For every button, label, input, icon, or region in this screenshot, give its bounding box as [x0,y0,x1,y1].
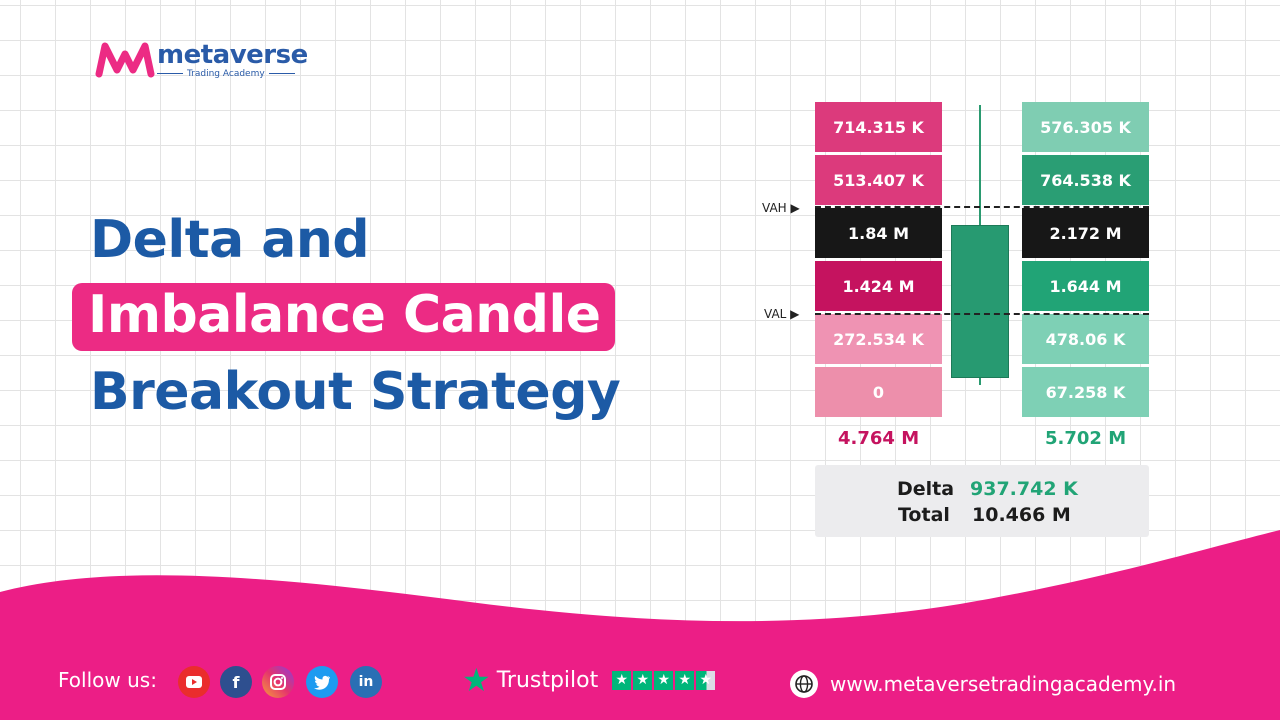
instagram-icon[interactable] [262,666,294,698]
total-label: Total [898,504,950,526]
bid-cell: 272.534 K [815,314,942,364]
ask-cell: 1.644 M [1022,261,1149,311]
title-line-1: Delta and [90,210,370,270]
ask-cell: 576.305 K [1022,102,1149,152]
delta-value: 937.742 K [970,478,1078,500]
total-value: 10.466 M [972,504,1071,526]
globe-icon [790,670,818,698]
rating-star-icon: ★ [675,670,695,690]
bid-cell: 1.424 M [815,261,942,311]
metaverse-logo-icon [95,42,155,78]
bid-cell: 1.84 M [815,208,942,258]
title-line-2-highlight: Imbalance Candle [72,283,615,351]
bid-total: 4.764 M [838,428,920,449]
val-marker: VAL ▶ [764,307,800,321]
bid-cell: 513.407 K [815,155,942,205]
val-line [815,313,1149,315]
website-link[interactable]: www.metaversetradingacademy.in [790,670,1176,698]
linkedin-icon[interactable]: in [350,666,382,698]
rating-star-icon: ★ [612,670,632,690]
rating-star-icon: ★ [633,670,653,690]
brand-logo[interactable]: metaverse Trading Academy [95,40,308,80]
brand-tagline: Trading Academy [157,69,308,79]
ask-cell: 2.172 M [1022,208,1149,258]
trustpilot-label: Trustpilot [496,667,599,693]
trustpilot-rating: ★ ★ ★ ★ ★ [612,670,716,690]
candle-body [951,225,1009,378]
rating-half-star-icon: ★ [696,670,716,690]
ask-total: 5.702 M [1045,428,1127,449]
twitter-icon[interactable] [306,666,338,698]
ask-cell: 478.06 K [1022,314,1149,364]
trustpilot-badge[interactable]: ★ Trustpilot ★ ★ ★ ★ ★ [462,661,716,699]
delta-label: Delta [897,478,955,500]
bid-cell: 0 [815,367,942,417]
summary-panel: Delta 937.742 K Total 10.466 M [815,465,1149,537]
facebook-icon[interactable]: f [220,666,252,698]
ask-cell: 67.258 K [1022,367,1149,417]
vah-line [815,206,1149,208]
brand-name: metaverse [157,39,308,70]
ask-cell: 764.538 K [1022,155,1149,205]
title-line-3: Breakout Strategy [90,362,621,422]
follow-us-label: Follow us: [58,668,157,692]
trustpilot-star-icon: ★ [462,661,491,699]
rating-star-icon: ★ [654,670,674,690]
vah-marker: VAH ▶ [762,201,800,215]
bid-cell: 714.315 K [815,102,942,152]
youtube-icon[interactable] [178,666,210,698]
website-url: www.metaversetradingacademy.in [830,672,1177,696]
